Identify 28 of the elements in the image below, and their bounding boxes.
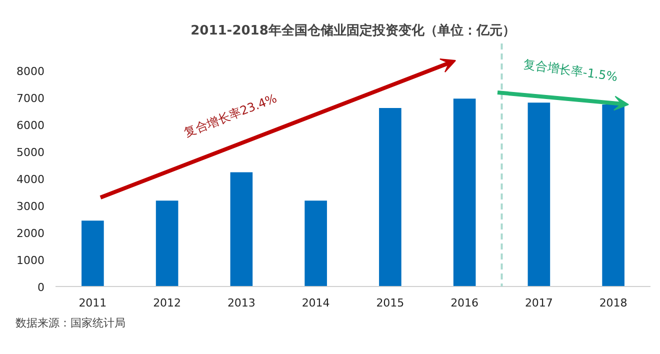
y-tick-label: 1000 [16,254,45,267]
y-tick-label: 7000 [16,92,45,105]
source-note: 数据来源：国家统计局 [16,316,126,330]
x-tick-label: 2011 [78,296,107,310]
bar [379,108,402,286]
x-tick-label: 2015 [376,296,404,310]
annotation: 复合增长率-1.5% [522,56,618,84]
x-tick-label: 2014 [302,296,330,310]
bar [453,98,476,286]
y-tick-label: 2000 [16,227,45,240]
x-tick-label: 2016 [450,296,479,310]
x-tick-label: 2013 [227,296,256,310]
bar [156,200,178,286]
bar [230,172,253,286]
bar [304,200,327,286]
x-tick-label: 2018 [599,296,628,310]
y-tick-label: 6000 [16,119,45,132]
y-tick-label: 8000 [16,65,45,78]
y-tick-label: 0 [38,281,44,294]
bar [82,220,104,286]
x-tick-label: 2017 [524,296,553,310]
chart-title: 2011-2018年全国仓储业固定投资变化（单位：亿元） [190,22,516,38]
x-tick-label: 2012 [153,296,182,310]
y-tick-label: 5000 [16,146,45,159]
y-tick-label: 4000 [16,173,45,186]
bar [528,102,550,286]
y-tick-label: 3000 [16,200,45,213]
bar [602,104,624,286]
